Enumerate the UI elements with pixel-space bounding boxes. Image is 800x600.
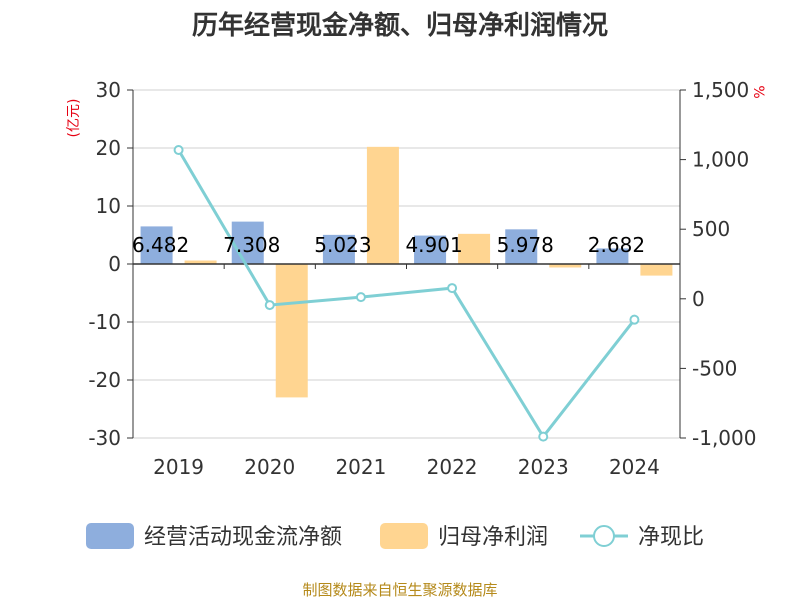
bar-value-label: 4.901 bbox=[405, 233, 462, 257]
left-tick-label: 0 bbox=[108, 252, 121, 276]
bar-netprofit bbox=[549, 264, 582, 268]
bar-netprofit bbox=[458, 233, 491, 264]
right-tick-label: 0 bbox=[692, 287, 705, 311]
legend-marker bbox=[593, 525, 615, 547]
bar-cashflow bbox=[140, 226, 173, 264]
legend: 经营活动现金流净额 归母净利润 净现比 bbox=[86, 523, 704, 550]
bar-netprofit bbox=[640, 264, 673, 276]
left-axis-unit: (亿元) bbox=[66, 99, 82, 138]
ratio-point bbox=[538, 431, 549, 442]
legend-swatch bbox=[86, 523, 134, 549]
left-tick-label: 30 bbox=[96, 78, 121, 102]
x-tick-label: 2022 bbox=[427, 455, 478, 479]
ratio-point bbox=[264, 300, 275, 311]
bar-cashflow bbox=[414, 235, 447, 264]
right-tick-label: 500 bbox=[692, 217, 730, 241]
ratio-line-path bbox=[177, 149, 636, 440]
bar-value-label: 6.482 bbox=[132, 233, 189, 257]
bar-cashflow bbox=[505, 229, 538, 264]
data-labels: 6.482 7.308 5.023 4.901 5.978 2.682 bbox=[132, 233, 645, 257]
bar-value-label: 2.682 bbox=[588, 233, 645, 257]
bar-netprofit bbox=[275, 264, 308, 398]
legend-label: 经营活动现金流净额 bbox=[144, 525, 342, 550]
ratio-point bbox=[447, 283, 458, 294]
bar-cashflow bbox=[231, 221, 264, 264]
right-tick-label: -1,000 bbox=[692, 426, 756, 450]
bars bbox=[140, 146, 673, 398]
left-tick-label: -30 bbox=[88, 426, 121, 450]
source-note: 制图数据来自恒生聚源数据库 bbox=[302, 581, 497, 599]
right-tick-label: -500 bbox=[692, 356, 737, 380]
x-tick-label: 2019 bbox=[153, 455, 204, 479]
right-axis-unit: % bbox=[750, 85, 766, 98]
left-tick-label: -20 bbox=[88, 368, 121, 392]
ratio-point bbox=[173, 144, 184, 155]
gridlines bbox=[133, 89, 680, 439]
bar-cashflow bbox=[322, 234, 355, 264]
x-tick-label: 2024 bbox=[609, 455, 660, 479]
left-tick-label: 20 bbox=[96, 136, 121, 160]
legend-label: 归母净利润 bbox=[438, 525, 548, 550]
ratio-point bbox=[355, 292, 366, 303]
bar-value-label: 5.978 bbox=[497, 233, 554, 257]
ratio-line bbox=[173, 144, 640, 442]
bar-netprofit bbox=[366, 146, 399, 264]
right-tick-label: 1,500 bbox=[692, 78, 749, 102]
chart-title: 历年经营现金净额、归母净利润情况 bbox=[192, 10, 608, 41]
bar-value-label: 7.308 bbox=[223, 233, 280, 257]
x-tick-label: 2021 bbox=[335, 455, 386, 479]
bar-cashflow bbox=[596, 248, 629, 264]
left-tick-label: 10 bbox=[96, 194, 121, 218]
x-tick-label: 2023 bbox=[518, 455, 569, 479]
left-tick-label: -10 bbox=[88, 310, 121, 334]
legend-label: 净现比 bbox=[638, 525, 704, 550]
bar-netprofit bbox=[184, 260, 217, 264]
ratio-point bbox=[629, 314, 640, 325]
legend-swatch bbox=[380, 523, 428, 549]
right-tick-label: 1,000 bbox=[692, 148, 749, 172]
bar-value-label: 5.023 bbox=[314, 233, 371, 257]
axes: 30 20 10 0 -10 -20 -30 1,500 1,000 500 0 -500 -1,000… bbox=[88, 78, 756, 479]
x-tick-label: 2020 bbox=[244, 455, 295, 479]
